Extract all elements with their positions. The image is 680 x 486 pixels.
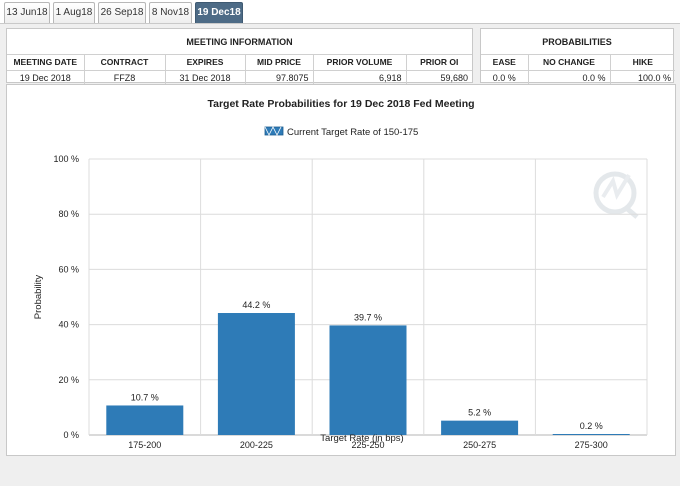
y-tick-label: 40 % — [58, 320, 79, 330]
mid-price-value: 97.8075 — [245, 70, 314, 85]
x-tick-label-275-300: 275-300 — [575, 440, 608, 450]
tab-26-sep18[interactable]: 26 Sep18 — [98, 2, 146, 23]
no-change-value: 0.0 % — [528, 70, 611, 85]
y-axis-label: Probability — [33, 275, 44, 320]
table-header-row: EASE NO CHANGE HIKE — [481, 55, 675, 71]
legend-swatch — [264, 126, 284, 136]
header-mid-price: MID PRICE — [245, 55, 314, 71]
tab-1-aug18[interactable]: 1 Aug18 — [53, 2, 95, 23]
x-axis-label: Target Rate (in bps) — [320, 433, 403, 444]
data-label-175-200: 10.7 % — [131, 392, 159, 402]
header-prior-volume: PRIOR VOLUME — [313, 55, 407, 71]
y-tick-label: 100 % — [53, 154, 79, 164]
header-meeting-date: MEETING DATE — [7, 55, 85, 71]
x-tick-label-225-250: 225-250 — [351, 440, 384, 450]
bar-175-200 — [106, 405, 184, 435]
header-no-change: NO CHANGE — [528, 55, 611, 71]
chart-panel: Target Rate Probabilities for 19 Dec 201… — [6, 84, 676, 456]
tab-19-dec18[interactable]: 19 Dec18 — [195, 2, 243, 23]
probabilities-panel: PROBABILITIES EASE NO CHANGE HIKE 0.0 % … — [480, 28, 675, 85]
header-hike: HIKE — [610, 55, 675, 71]
header-ease: EASE — [481, 55, 529, 71]
legend-swatch-pattern — [264, 126, 282, 136]
header-prior-oi: PRIOR OI — [406, 55, 472, 71]
x-tick-label-200-225: 200-225 — [240, 440, 273, 450]
legend-label: Current Target Rate of 150-175 — [287, 127, 418, 138]
meeting-information-panel: MEETING INFORMATION MEETING DATE CONTRAC… — [6, 28, 473, 85]
x-tick-label-250-275: 250-275 — [463, 440, 496, 450]
data-labels: 10.7 % 44.2 % 39.7 % 5.2 % 0.2 % — [131, 300, 603, 431]
hike-value: 100.0 % — [637, 72, 671, 83]
probabilities-title: PROBABILITIES — [481, 29, 673, 55]
x-axis-ticks: 175-200 200-225 225-250 250-275 275-300 — [128, 440, 607, 450]
header-expires: EXPIRES — [165, 55, 246, 71]
logo-watermark-icon — [593, 171, 639, 219]
chart-title: Target Rate Probabilities for 19 Dec 201… — [207, 98, 474, 110]
table-header-row: MEETING DATE CONTRACT EXPIRES MID PRICE … — [7, 55, 472, 71]
data-label-200-225: 44.2 % — [242, 300, 270, 310]
meeting-date-value: 19 Dec 2018 — [7, 70, 85, 85]
y-tick-label: 80 % — [58, 209, 79, 219]
bars — [106, 313, 630, 435]
meeting-information-title: MEETING INFORMATION — [7, 29, 472, 55]
ease-value: 0.0 % — [481, 70, 529, 85]
y-tick-label: 20 % — [58, 375, 79, 385]
prior-volume-value: 6,918 — [313, 70, 407, 85]
y-tick-label: 60 % — [58, 264, 79, 274]
data-label-225-250: 39.7 % — [354, 312, 382, 322]
y-axis-ticks: 0 % 20 % 40 % 60 % 80 % 100 % — [53, 154, 79, 440]
probability-chart: Target Rate Probabilities for 19 Dec 201… — [33, 98, 648, 450]
tab-8-nov18[interactable]: 8 Nov18 — [149, 2, 192, 23]
meeting-information-table: MEETING DATE CONTRACT EXPIRES MID PRICE … — [7, 55, 472, 85]
table-row: 0.0 % 0.0 % 100.0 % — [481, 70, 675, 85]
table-row: 19 Dec 2018 FFZ8 31 Dec 2018 97.8075 6,9… — [7, 70, 472, 85]
header-contract: CONTRACT — [84, 55, 166, 71]
meeting-tabs: 13 Jun18 1 Aug18 26 Sep18 8 Nov18 19 Dec… — [0, 0, 680, 24]
probabilities-table: EASE NO CHANGE HIKE 0.0 % 0.0 % 100.0 % — [481, 55, 675, 85]
tab-13-jun18[interactable]: 13 Jun18 — [4, 2, 50, 23]
x-tick-label-175-200: 175-200 — [128, 440, 161, 450]
bar-225-250 — [329, 325, 407, 435]
expires-value: 31 Dec 2018 — [165, 70, 246, 85]
y-tick-label: 0 % — [63, 430, 79, 440]
bar-200-225 — [217, 313, 295, 435]
prior-oi-value: 59,680 — [440, 72, 468, 83]
bar-275-300 — [552, 434, 630, 435]
chart-legend: Current Target Rate of 150-175 — [264, 126, 418, 138]
contract-value: FFZ8 — [84, 70, 166, 85]
bar-250-275 — [441, 420, 519, 435]
data-label-250-275: 5.2 % — [468, 408, 491, 418]
data-label-275-300: 0.2 % — [580, 421, 603, 431]
